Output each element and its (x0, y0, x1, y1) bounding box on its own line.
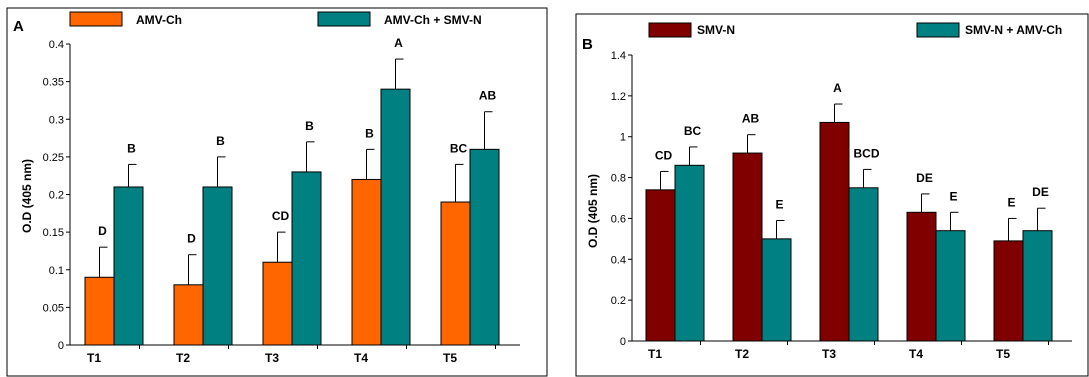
legend-swatch-smv-n (648, 22, 692, 38)
legend-swatch-amv-ch (69, 11, 123, 27)
panel-b-category-label: T4 (909, 347, 923, 361)
panel-a-category-label: T4 (354, 351, 368, 365)
panel-a-letter: A (13, 18, 24, 35)
panel-b-y-tick-label: 0 (620, 336, 626, 348)
panel-a-bar-amv-ch (84, 276, 115, 346)
panel-b-bar-smv-n-amv-ch (1022, 230, 1053, 342)
panel-a-y-tick-label: 0.15 (43, 227, 64, 239)
panel-a-bar-amv-ch-smv-n (291, 171, 322, 346)
panel-b-bar-smv-n (906, 211, 937, 342)
panel-a-y-tick-label: 0.35 (43, 77, 64, 89)
panel-b-bar-smv-n (819, 121, 850, 342)
panel-a-significance-letter: BC (450, 141, 468, 155)
panel-a-category-label: T1 (87, 351, 101, 365)
legend-label-amv-ch-smv-n: AMV-Ch + SMV-N (384, 13, 482, 27)
panel-b-bar-smv-n (732, 152, 763, 342)
panel-b-category-label: T2 (735, 347, 749, 361)
panel-a-significance-letter: CD (272, 209, 290, 223)
panel-a-significance-letter: B (365, 126, 374, 140)
panel-a-y-tick-label: 0.4 (49, 39, 64, 51)
panel-a-bar-amv-ch-smv-n (469, 148, 500, 346)
panel-a-y-tick-label: 0.3 (49, 114, 64, 126)
legend-swatch-amv-ch-smv-n (317, 11, 371, 27)
panel-b-category-label: T3 (822, 347, 836, 361)
panel-a-y-tick-label: 0.05 (43, 302, 64, 314)
panel-a-significance-letter: AB (479, 89, 497, 103)
panel-b-y-axis-label: O.D (405 nm) (586, 174, 600, 248)
panel-b-significance-letter: E (949, 189, 957, 203)
panel-a-bar-amv-ch-smv-n (113, 186, 144, 346)
panel-b-significance-letter: E (775, 197, 783, 211)
panel-b-significance-letter: BCD (854, 146, 880, 160)
panel-a-category-label: T3 (265, 351, 279, 365)
panel-a-y-tick-label: 0.1 (49, 265, 64, 277)
panel-b-y-tick-label: 1.2 (611, 91, 626, 103)
panel-b-significance-letter: DE (1032, 185, 1049, 199)
panel-b-y-tick-label: 0.4 (611, 254, 626, 266)
panel-b-bar-smv-n-amv-ch (935, 230, 966, 342)
panel-b-y-tick-label: 1 (620, 132, 626, 144)
panel-b-significance-letter: AB (742, 112, 760, 126)
panel-a-category-label: T5 (443, 351, 457, 365)
panel-b-bar-smv-n-amv-ch (848, 187, 879, 342)
panel-a-bar-amv-ch (173, 284, 204, 346)
panel-b: B O.D (405 nm) SMV-N SMV-N + AMV-Ch 0 0.2… (575, 13, 1089, 377)
panel-b-y-tick-label: 0.2 (611, 295, 626, 307)
panel-b-bar-smv-n-amv-ch (674, 164, 705, 342)
panel-a: A O.D (405 nm) AMV-Ch AMV-Ch + SMV-N 0 0.… (6, 7, 548, 377)
panel-a-y-axis-label: O.D (405 nm) (20, 159, 34, 233)
panel-b-category-label: T5 (996, 347, 1010, 361)
panel-a-bar-amv-ch (440, 201, 471, 346)
panel-b-bar-smv-n (645, 189, 676, 342)
legend-label-smv-n: SMV-N (697, 23, 735, 37)
panel-a-plot-area: 0 0.05 0.1 0.15 0.2 0.25 0.3 0.35 0.4 T1 D B T2 D B T3 C… (43, 36, 520, 365)
panel-a-category-label: T2 (176, 351, 190, 365)
panel-a-significance-letter: D (98, 224, 107, 238)
panel-b-plot-area: 0 0.2 0.4 0.6 0.8 1 1.2 1.4 T1 CD BC T2 AB E T3 A BCD T4 D… (611, 50, 1072, 361)
panel-b-bar-smv-n (993, 240, 1024, 342)
legend-swatch-smv-n-amv-ch (916, 22, 960, 38)
panel-a-bar-amv-ch-smv-n (380, 88, 411, 346)
legend-label-smv-n-amv-ch: SMV-N + AMV-Ch (965, 23, 1062, 37)
panel-a-significance-letter: B (305, 119, 314, 133)
panel-b-significance-letter: CD (655, 148, 673, 162)
panel-a-y-tick-label: 0.2 (49, 190, 64, 202)
panel-a-significance-letter: A (394, 36, 403, 50)
panel-a-significance-letter: D (187, 232, 196, 246)
panel-b-significance-letter: BC (684, 124, 702, 138)
panel-a-significance-letter: B (127, 141, 136, 155)
legend-label-amv-ch: AMV-Ch (136, 13, 182, 27)
panel-b-y-tick-label: 1.4 (611, 50, 626, 62)
panel-b-significance-letter: DE (916, 171, 933, 185)
panel-a-y-tick-label: 0.25 (43, 152, 64, 164)
panel-a-significance-letter: B (216, 134, 225, 148)
panel-a-bar-amv-ch (262, 261, 293, 346)
panel-b-y-tick-label: 0.6 (611, 213, 626, 225)
panel-b-bar-smv-n-amv-ch (761, 238, 792, 342)
panel-a-y-tick-label: 0 (58, 340, 64, 352)
panel-b-y-tick-label: 0.8 (611, 173, 626, 185)
panel-a-bar-amv-ch-smv-n (202, 186, 233, 346)
panel-a-bar-amv-ch (351, 178, 382, 346)
panel-b-significance-letter: A (833, 81, 842, 95)
panel-b-category-label: T1 (648, 347, 662, 361)
panel-b-significance-letter: E (1007, 195, 1015, 209)
panel-b-letter: B (582, 36, 593, 53)
